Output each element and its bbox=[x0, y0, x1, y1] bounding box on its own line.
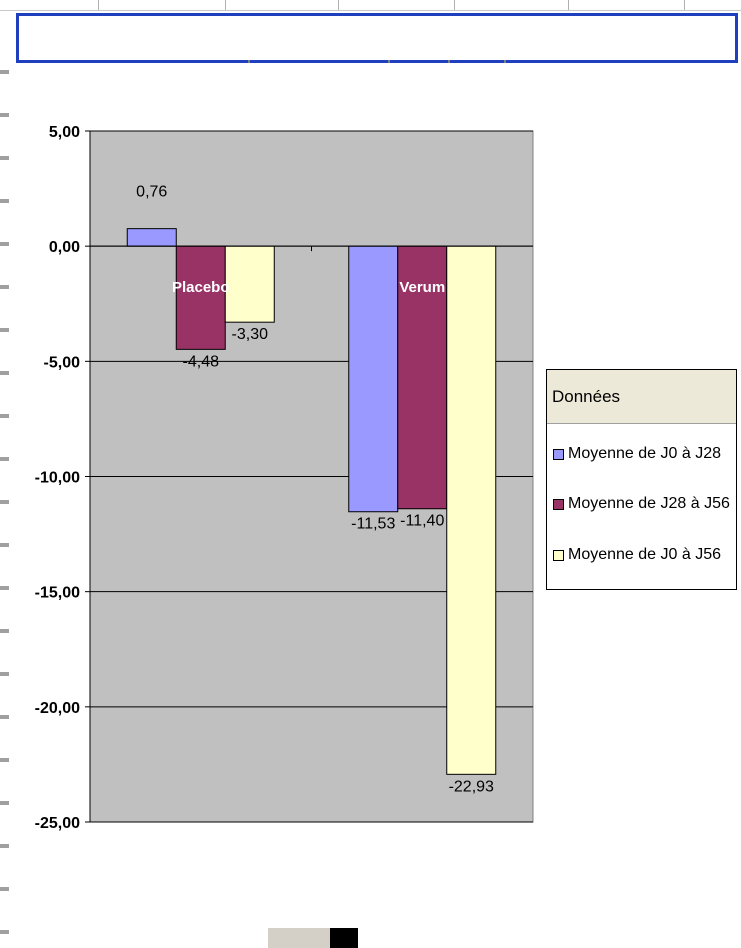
data-label: -22,93 bbox=[449, 778, 494, 795]
data-label: 0,76 bbox=[136, 184, 167, 201]
ruler-mark bbox=[0, 758, 9, 762]
bar[interactable] bbox=[175, 245, 226, 350]
axes bbox=[85, 130, 533, 823]
top-tick bbox=[338, 0, 339, 10]
legend-label: Moyenne de J28 à J56 bbox=[568, 495, 730, 512]
y-tick-label: -25,00 bbox=[35, 815, 80, 832]
legend-swatch bbox=[553, 498, 564, 510]
ruler-mark bbox=[0, 586, 9, 590]
data-label: -11,53 bbox=[351, 516, 395, 533]
legend-swatch bbox=[553, 448, 564, 460]
legend-label: Moyenne de J0 à J28 bbox=[568, 445, 721, 462]
ruler-mark bbox=[0, 629, 9, 633]
title-dot bbox=[448, 60, 450, 63]
top-tick bbox=[684, 0, 685, 10]
title-dot bbox=[248, 60, 250, 63]
bar[interactable] bbox=[397, 245, 448, 510]
ruler-mark bbox=[0, 156, 9, 160]
category-label: Verum bbox=[399, 279, 445, 296]
ruler-mark bbox=[0, 199, 9, 203]
top-tick bbox=[225, 0, 226, 10]
ruler-mark bbox=[0, 414, 9, 418]
ruler-mark bbox=[0, 457, 9, 461]
top-tick bbox=[568, 0, 569, 10]
legend-label: Moyenne de J0 à J56 bbox=[568, 546, 721, 563]
top-strip bbox=[0, 0, 741, 11]
ruler-mark bbox=[0, 543, 9, 547]
ruler-mark bbox=[0, 328, 9, 332]
ruler-mark bbox=[0, 242, 9, 246]
labels: 5,00 0,00 -5,00 -10,00 -15,00 -20,00 -25,00 0,7… bbox=[35, 124, 494, 832]
ruler-mark bbox=[0, 500, 9, 504]
top-tick bbox=[454, 0, 455, 10]
bar[interactable] bbox=[126, 228, 177, 247]
ruler-mark bbox=[0, 801, 9, 805]
ruler-mark bbox=[0, 70, 9, 74]
top-tick bbox=[98, 0, 99, 10]
bar[interactable] bbox=[446, 245, 497, 775]
y-tick-label: -20,00 bbox=[35, 700, 80, 717]
title-dot bbox=[388, 60, 390, 63]
ruler-mark bbox=[0, 113, 9, 117]
category-label: Placebo bbox=[172, 279, 230, 296]
legend[interactable]: Données Moyenne de J0 à J28 Moyenne de J… bbox=[546, 369, 737, 590]
title-dot bbox=[504, 60, 506, 63]
y-tick-label: 5,00 bbox=[49, 124, 80, 141]
legend-item-j0-j56[interactable]: Moyenne de J0 à J56 bbox=[553, 544, 721, 566]
left-ruler bbox=[0, 70, 10, 948]
legend-item-j0-j28[interactable]: Moyenne de J0 à J28 bbox=[553, 443, 721, 465]
ruler-mark bbox=[0, 285, 9, 289]
y-tick-label: 0,00 bbox=[49, 239, 80, 256]
bottom-button-dark-part bbox=[330, 928, 358, 948]
y-tick-label: -15,00 bbox=[35, 585, 80, 602]
data-label: -11,40 bbox=[400, 513, 444, 530]
bars bbox=[126, 228, 497, 775]
y-tick-label: -10,00 bbox=[35, 470, 80, 487]
legend-item-j28-j56[interactable]: Moyenne de J28 à J56 bbox=[553, 493, 730, 515]
ruler-mark bbox=[0, 371, 9, 375]
chart-title-box[interactable] bbox=[16, 13, 738, 63]
ruler-mark bbox=[0, 715, 9, 719]
data-label: -3,30 bbox=[232, 326, 269, 343]
legend-title[interactable]: Données bbox=[547, 370, 736, 424]
bottom-button[interactable] bbox=[268, 928, 358, 948]
ruler-mark bbox=[0, 930, 9, 934]
ruler-mark bbox=[0, 844, 9, 848]
data-label: -4,48 bbox=[183, 353, 220, 370]
bar[interactable] bbox=[224, 245, 275, 323]
legend-swatch bbox=[553, 549, 564, 561]
ruler-mark bbox=[0, 672, 9, 676]
y-tick-label: -5,00 bbox=[44, 354, 81, 371]
bar[interactable] bbox=[348, 245, 399, 513]
ruler-mark bbox=[0, 887, 9, 891]
